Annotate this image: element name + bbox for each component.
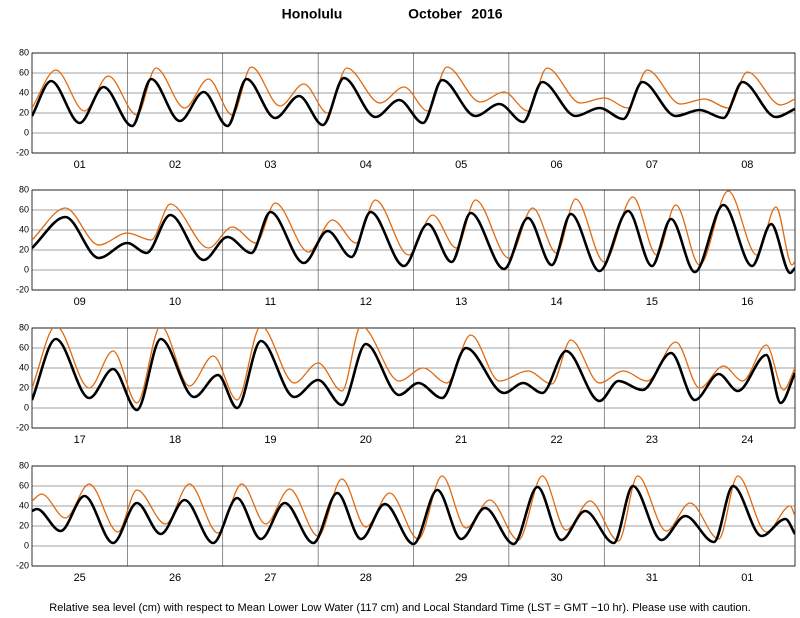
series-group	[32, 475, 795, 546]
y-tick-label: 60	[19, 480, 29, 490]
title-year: 2016	[471, 6, 502, 22]
y-tick-label: 0	[24, 264, 29, 274]
x-tick-label: 01	[74, 159, 86, 171]
x-tick-label: 11	[265, 296, 276, 308]
x-tick-label: 17	[74, 434, 86, 446]
y-tick-label: 20	[19, 520, 29, 530]
x-tick-label: 23	[646, 434, 658, 446]
x-tick-label: 09	[74, 296, 86, 308]
x-tick-label: 14	[550, 296, 562, 308]
x-tick-label: 31	[646, 572, 658, 584]
y-tick-label: 0	[24, 127, 29, 137]
y-tick-label: 80	[19, 47, 29, 57]
y-tick-label: -20	[16, 284, 29, 294]
tide-line	[32, 76, 795, 128]
x-tick-label: 12	[360, 296, 372, 308]
y-tick-label: -20	[16, 560, 29, 570]
y-tick-label: 40	[19, 362, 29, 372]
x-tick-label: 20	[360, 434, 372, 446]
y-tick-label: 20	[19, 107, 29, 117]
x-tick-label: 16	[741, 296, 753, 308]
y-tick-label: -20	[16, 422, 29, 432]
x-tick-label: 28	[360, 572, 372, 584]
x-tick-label: 02	[169, 159, 181, 171]
x-tick-label: 19	[264, 434, 276, 446]
plot-frame	[31, 52, 796, 154]
y-tick-label: -20	[16, 147, 29, 157]
y-tick-label: 80	[19, 322, 29, 332]
y-tick-label: 0	[24, 402, 29, 412]
x-tick-label: 06	[550, 159, 562, 171]
y-tick-label: 60	[19, 204, 29, 214]
y-tick-label: 20	[19, 382, 29, 392]
x-tick-label: 30	[550, 572, 562, 584]
tide-line	[32, 337, 795, 412]
x-tick-label: 22	[550, 434, 562, 446]
plot-frame	[31, 327, 796, 429]
y-tick-label: 60	[19, 342, 29, 352]
y-tick-label: 40	[19, 224, 29, 234]
y-tick-label: 20	[19, 244, 29, 254]
x-tick-label: 10	[169, 296, 181, 308]
title-place: Honolulu	[282, 6, 343, 22]
series-group	[32, 190, 795, 275]
x-tick-label: 21	[455, 434, 467, 446]
title-month: October	[408, 6, 462, 22]
caption: Relative sea level (cm) with respect to …	[49, 602, 750, 614]
x-tick-label: 07	[646, 159, 658, 171]
x-tick-label: 03	[264, 159, 276, 171]
x-tick-label: 08	[741, 159, 753, 171]
y-tick-label: 40	[19, 500, 29, 510]
x-tick-label: 15	[646, 296, 658, 308]
x-tick-label: 04	[360, 159, 372, 171]
series-group	[32, 66, 795, 128]
x-tick-label: 01	[741, 572, 753, 584]
y-tick-label: 0	[24, 540, 29, 550]
series-group	[32, 328, 795, 412]
x-tick-label: 26	[169, 572, 181, 584]
x-tick-label: 29	[455, 572, 467, 584]
y-tick-label: 80	[19, 460, 29, 470]
tide-line	[32, 66, 795, 116]
tide-line	[32, 328, 795, 404]
y-tick-label: 80	[19, 184, 29, 194]
tide-line	[32, 203, 795, 275]
y-tick-label: 40	[19, 87, 29, 97]
x-tick-label: 18	[169, 434, 181, 446]
x-tick-label: 05	[455, 159, 467, 171]
x-tick-label: 27	[264, 572, 276, 584]
x-tick-label: 25	[74, 572, 86, 584]
x-tick-label: 24	[741, 434, 753, 446]
x-tick-label: 13	[455, 296, 467, 308]
tide-line	[32, 484, 795, 546]
y-tick-label: 60	[19, 67, 29, 77]
